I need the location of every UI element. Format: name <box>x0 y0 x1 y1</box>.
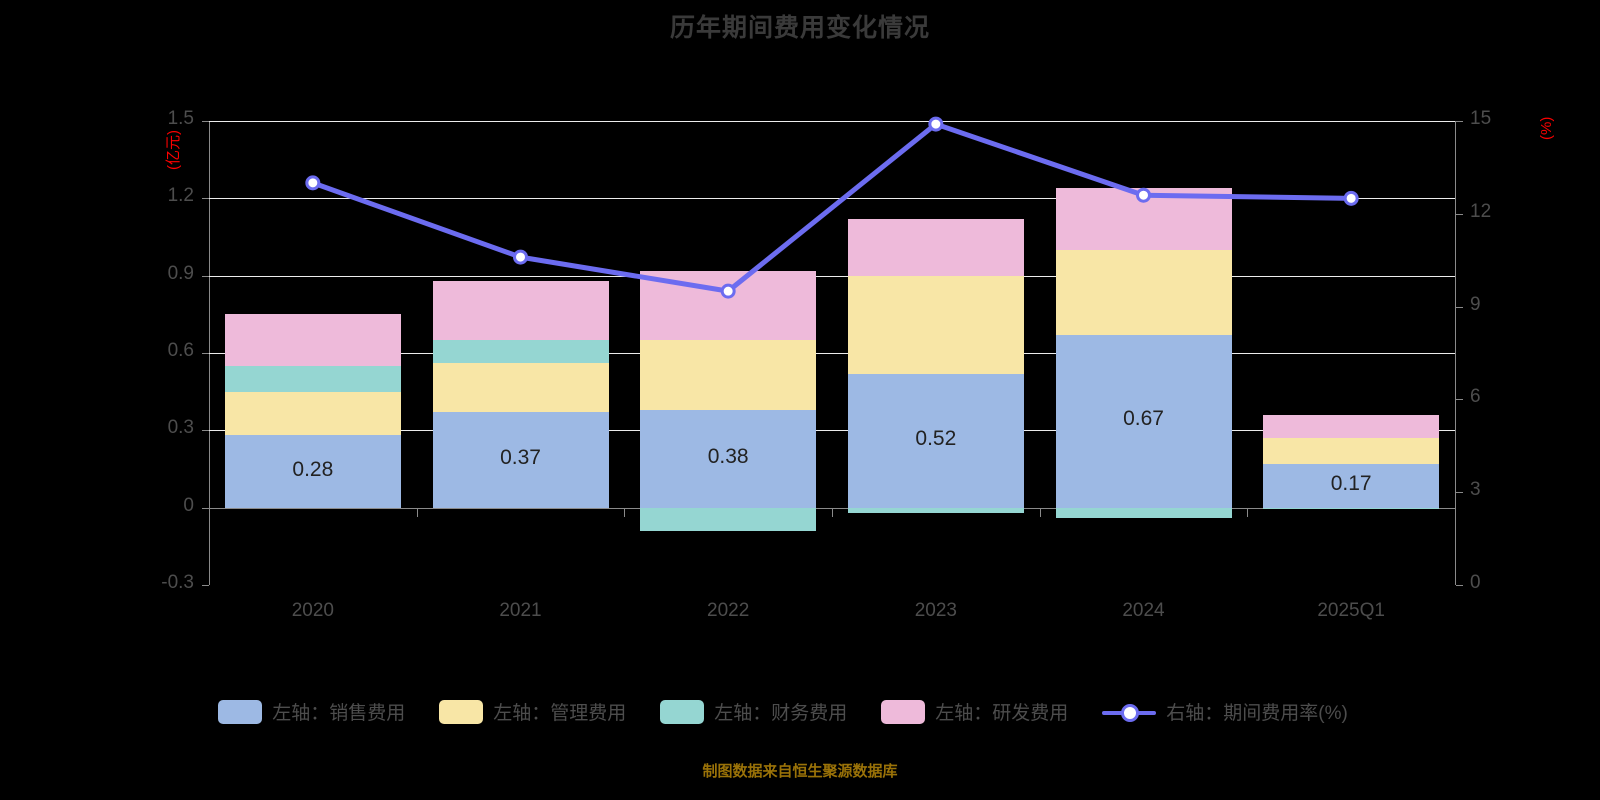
bar-segment <box>432 340 609 364</box>
right-axis-tick <box>1456 121 1463 122</box>
bar-segment <box>1055 507 1232 518</box>
bar-segment <box>640 409 817 508</box>
bar-value-label: 0.52 <box>915 426 957 450</box>
legend-label: 左轴：研发费用 <box>935 703 1069 724</box>
bar-segment <box>640 270 817 341</box>
left-axis-label: 0.3 <box>167 417 194 439</box>
bar-segment <box>847 373 1024 508</box>
right-axis-label: 3 <box>1470 479 1481 500</box>
category-tick <box>624 508 626 517</box>
line-point <box>513 249 528 265</box>
x-axis-label: 2020 <box>291 600 334 621</box>
legend-item[interactable]: 右轴：期间费用率(%) <box>1102 698 1348 725</box>
bar-segment <box>847 275 1024 374</box>
legend-label: 左轴：财务费用 <box>714 703 848 724</box>
bar-segment <box>847 507 1024 513</box>
left-axis-label: 1.5 <box>167 108 194 129</box>
gridline <box>209 198 1455 199</box>
left-axis-unit: (亿元) <box>165 130 182 170</box>
gridline <box>209 276 1455 277</box>
legend-item[interactable]: 左轴：财务费用 <box>660 698 847 725</box>
legend-point-icon <box>1121 703 1140 722</box>
bar-segment <box>432 280 609 341</box>
x-axis-label: 2023 <box>914 600 957 621</box>
bar-value-label: 0.17 <box>1330 471 1372 495</box>
legend-label: 左轴：销售费用 <box>272 703 406 724</box>
left-axis-tick <box>202 121 209 122</box>
legend-label: 左轴：管理费用 <box>493 703 627 724</box>
left-axis-label: 1.2 <box>167 185 194 207</box>
bar-segment <box>224 314 401 366</box>
left-axis-tick <box>202 508 209 509</box>
line-point <box>928 116 944 132</box>
right-axis-label: 9 <box>1470 294 1481 315</box>
x-axis-label: 2025Q1 <box>1317 600 1385 621</box>
right-axis-label: 15 <box>1470 108 1492 129</box>
bar-value-label: 0.38 <box>707 444 749 468</box>
bar-segment <box>640 507 817 531</box>
gridline <box>209 353 1455 354</box>
bar-segment <box>1263 507 1440 509</box>
bar-segment <box>847 218 1024 276</box>
bar-segment <box>1263 414 1440 439</box>
bar-segment <box>432 363 609 413</box>
left-axis-tick <box>202 353 209 354</box>
left-axis-tick <box>202 198 209 199</box>
bar-segment <box>1055 188 1232 250</box>
x-axis-label: 2021 <box>499 600 542 621</box>
right-axis-tick <box>1456 585 1463 586</box>
bar-segment <box>1263 438 1440 464</box>
chart-footer: 制图数据来自恒生聚源数据库 <box>702 763 898 780</box>
bar-segment <box>432 412 609 508</box>
right-axis-unit: (%) <box>1538 116 1555 140</box>
right-axis-tick <box>1456 492 1463 493</box>
legend-color-swatch <box>881 699 926 724</box>
legend-item[interactable]: 左轴：销售费用 <box>218 698 405 725</box>
left-axis-label: 0.6 <box>167 340 194 361</box>
right-axis-line <box>1455 121 1456 585</box>
right-axis-tick <box>1456 307 1463 308</box>
legend-color-swatch <box>439 699 484 724</box>
left-axis-label: -0.3 <box>161 572 194 593</box>
legend-label: 右轴：期间费用率(%) <box>1166 703 1348 724</box>
right-axis-label: 0 <box>1470 572 1481 593</box>
left-axis-tick <box>202 430 209 431</box>
category-tick <box>1039 508 1041 517</box>
right-axis-tick <box>1456 214 1463 215</box>
category-tick <box>209 508 210 517</box>
x-axis-label: 2024 <box>1122 600 1165 621</box>
category-tick <box>416 508 418 517</box>
bar-segment <box>224 391 401 436</box>
left-axis-tick <box>202 276 209 277</box>
line-point <box>305 175 321 191</box>
chart-legend: 左轴：销售费用 左轴：管理费用 左轴：财务费用 左轴：研发费用 右轴：期间费用率(%) <box>0 698 1600 725</box>
x-axis-label: 2022 <box>707 600 750 621</box>
left-axis-label: 0 <box>183 494 194 516</box>
right-axis-tick <box>1456 399 1463 400</box>
legend-line-marker <box>1102 701 1157 723</box>
bar-value-label: 0.28 <box>292 457 334 481</box>
legend-color-swatch <box>218 699 263 724</box>
right-axis-label: 12 <box>1470 201 1492 222</box>
gridline <box>209 121 1455 122</box>
bar-segment <box>640 340 817 410</box>
bar-segment <box>224 435 401 508</box>
left-axis-tick <box>202 585 209 586</box>
bar-segment <box>1055 334 1232 508</box>
bar-segment <box>224 365 401 392</box>
bar-segment <box>1055 249 1232 335</box>
chart-title: 历年期间费用变化情况 <box>669 14 930 42</box>
legend-item[interactable]: 左轴：研发费用 <box>881 698 1068 725</box>
category-tick <box>832 508 833 517</box>
legend-color-swatch <box>660 699 705 724</box>
left-axis-label: 0.9 <box>167 262 194 284</box>
bar-value-label: 0.37 <box>500 445 541 469</box>
gridline <box>209 430 1455 431</box>
right-axis-label: 6 <box>1470 386 1481 407</box>
legend-item[interactable]: 左轴：管理费用 <box>439 698 626 725</box>
bar-value-label: 0.67 <box>1123 407 1164 431</box>
bar-segment <box>1263 463 1440 508</box>
category-tick <box>1247 508 1249 517</box>
